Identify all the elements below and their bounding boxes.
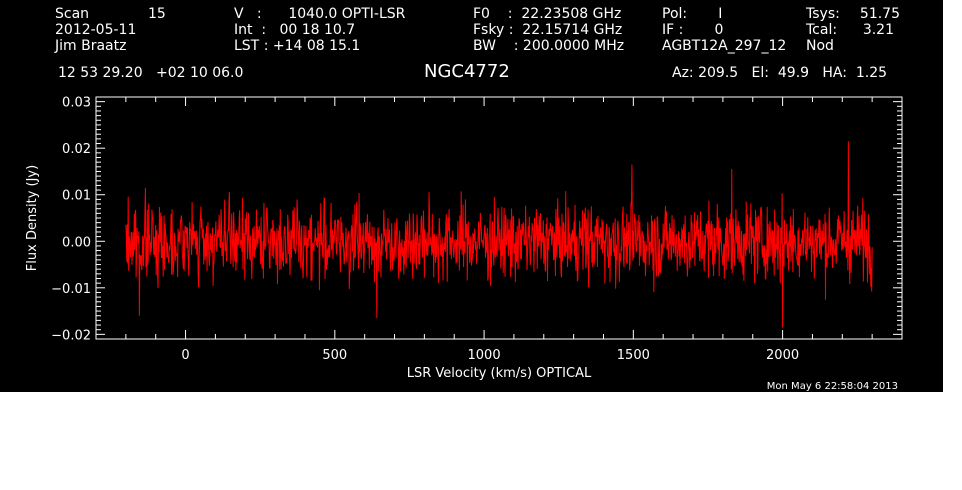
if-number: IF : 0 <box>662 22 724 38</box>
y-tick-label: −0.01 <box>51 282 91 297</box>
project-id: AGBT12A_297_12 <box>662 38 787 54</box>
source-name: NGC4772 <box>424 61 510 82</box>
tcal-label: Tcal: <box>806 22 838 38</box>
plot-panel: Scan 15 2012-05-11 Jim Braatz V : 1040.0… <box>0 0 943 392</box>
observer: Jim Braatz <box>55 38 127 54</box>
sky-frequency: Fsky : 22.15714 GHz <box>473 22 623 38</box>
bandwidth: BW : 200.0000 MHz <box>473 38 625 54</box>
velocity-info: V : 1040.0 OPTI-LSR <box>234 6 406 22</box>
rest-frequency: F0 : 22.23508 GHz <box>473 6 622 22</box>
spectrum-plot: 0 500 1000 1500 2000 −0.02 −0.01 0.00 0.01 0.02 0… <box>25 96 903 392</box>
spectrum-line <box>125 141 873 328</box>
plot-timestamp: Mon May 6 22:58:04 2013 <box>767 381 898 392</box>
plot-frame <box>95 96 903 340</box>
y-tick-label: 0.02 <box>62 142 91 157</box>
y-tick-label: 0.00 <box>62 235 91 250</box>
x-tick-label: 1500 <box>617 348 650 363</box>
x-tick-label: 1000 <box>468 348 501 363</box>
x-axis-label: LSR Velocity (km/s) OPTICAL <box>407 366 592 381</box>
y-axis: −0.02 −0.01 0.00 0.01 0.02 0.03 <box>51 96 902 343</box>
spectrum-trace <box>125 141 873 328</box>
x-axis: 0 500 1000 1500 2000 <box>95 97 903 363</box>
x-tick-label: 2000 <box>766 348 799 363</box>
source-coordinates: 12 53 29.20 +02 10 06.0 <box>58 65 244 81</box>
y-tick-label: 0.03 <box>62 96 91 111</box>
tsys-value: 51.75 <box>859 6 900 22</box>
y-tick-label: −0.02 <box>51 328 91 343</box>
lst-info: LST : +14 08 15.1 <box>234 38 361 54</box>
y-axis-label: Flux Density (Jy) <box>25 165 40 271</box>
integration-time: Int : 00 18 10.7 <box>234 22 356 38</box>
y-tick-label: 0.01 <box>62 189 91 204</box>
scan-label: Scan <box>55 6 90 22</box>
tcal-value: 3.21 <box>862 22 894 38</box>
az-el-ha: Az: 209.5 El: 49.9 HA: 1.25 <box>672 65 888 81</box>
tsys-label: Tsys: <box>806 6 840 22</box>
obs-mode: Nod <box>806 38 834 54</box>
x-tick-label: 0 <box>181 348 189 363</box>
x-tick-label: 500 <box>322 348 347 363</box>
polarization: Pol: I <box>662 6 723 22</box>
obs-date: 2012-05-11 <box>55 22 137 38</box>
scan-value: 15 <box>148 6 166 22</box>
